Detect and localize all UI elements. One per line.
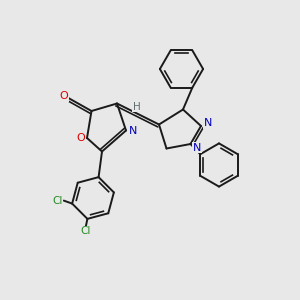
Text: N: N xyxy=(128,125,137,136)
Text: O: O xyxy=(59,91,68,101)
Text: Cl: Cl xyxy=(52,196,62,206)
Text: O: O xyxy=(76,133,85,143)
Text: N: N xyxy=(193,142,201,153)
Text: H: H xyxy=(133,101,140,112)
Text: N: N xyxy=(203,118,212,128)
Text: Cl: Cl xyxy=(81,226,91,236)
